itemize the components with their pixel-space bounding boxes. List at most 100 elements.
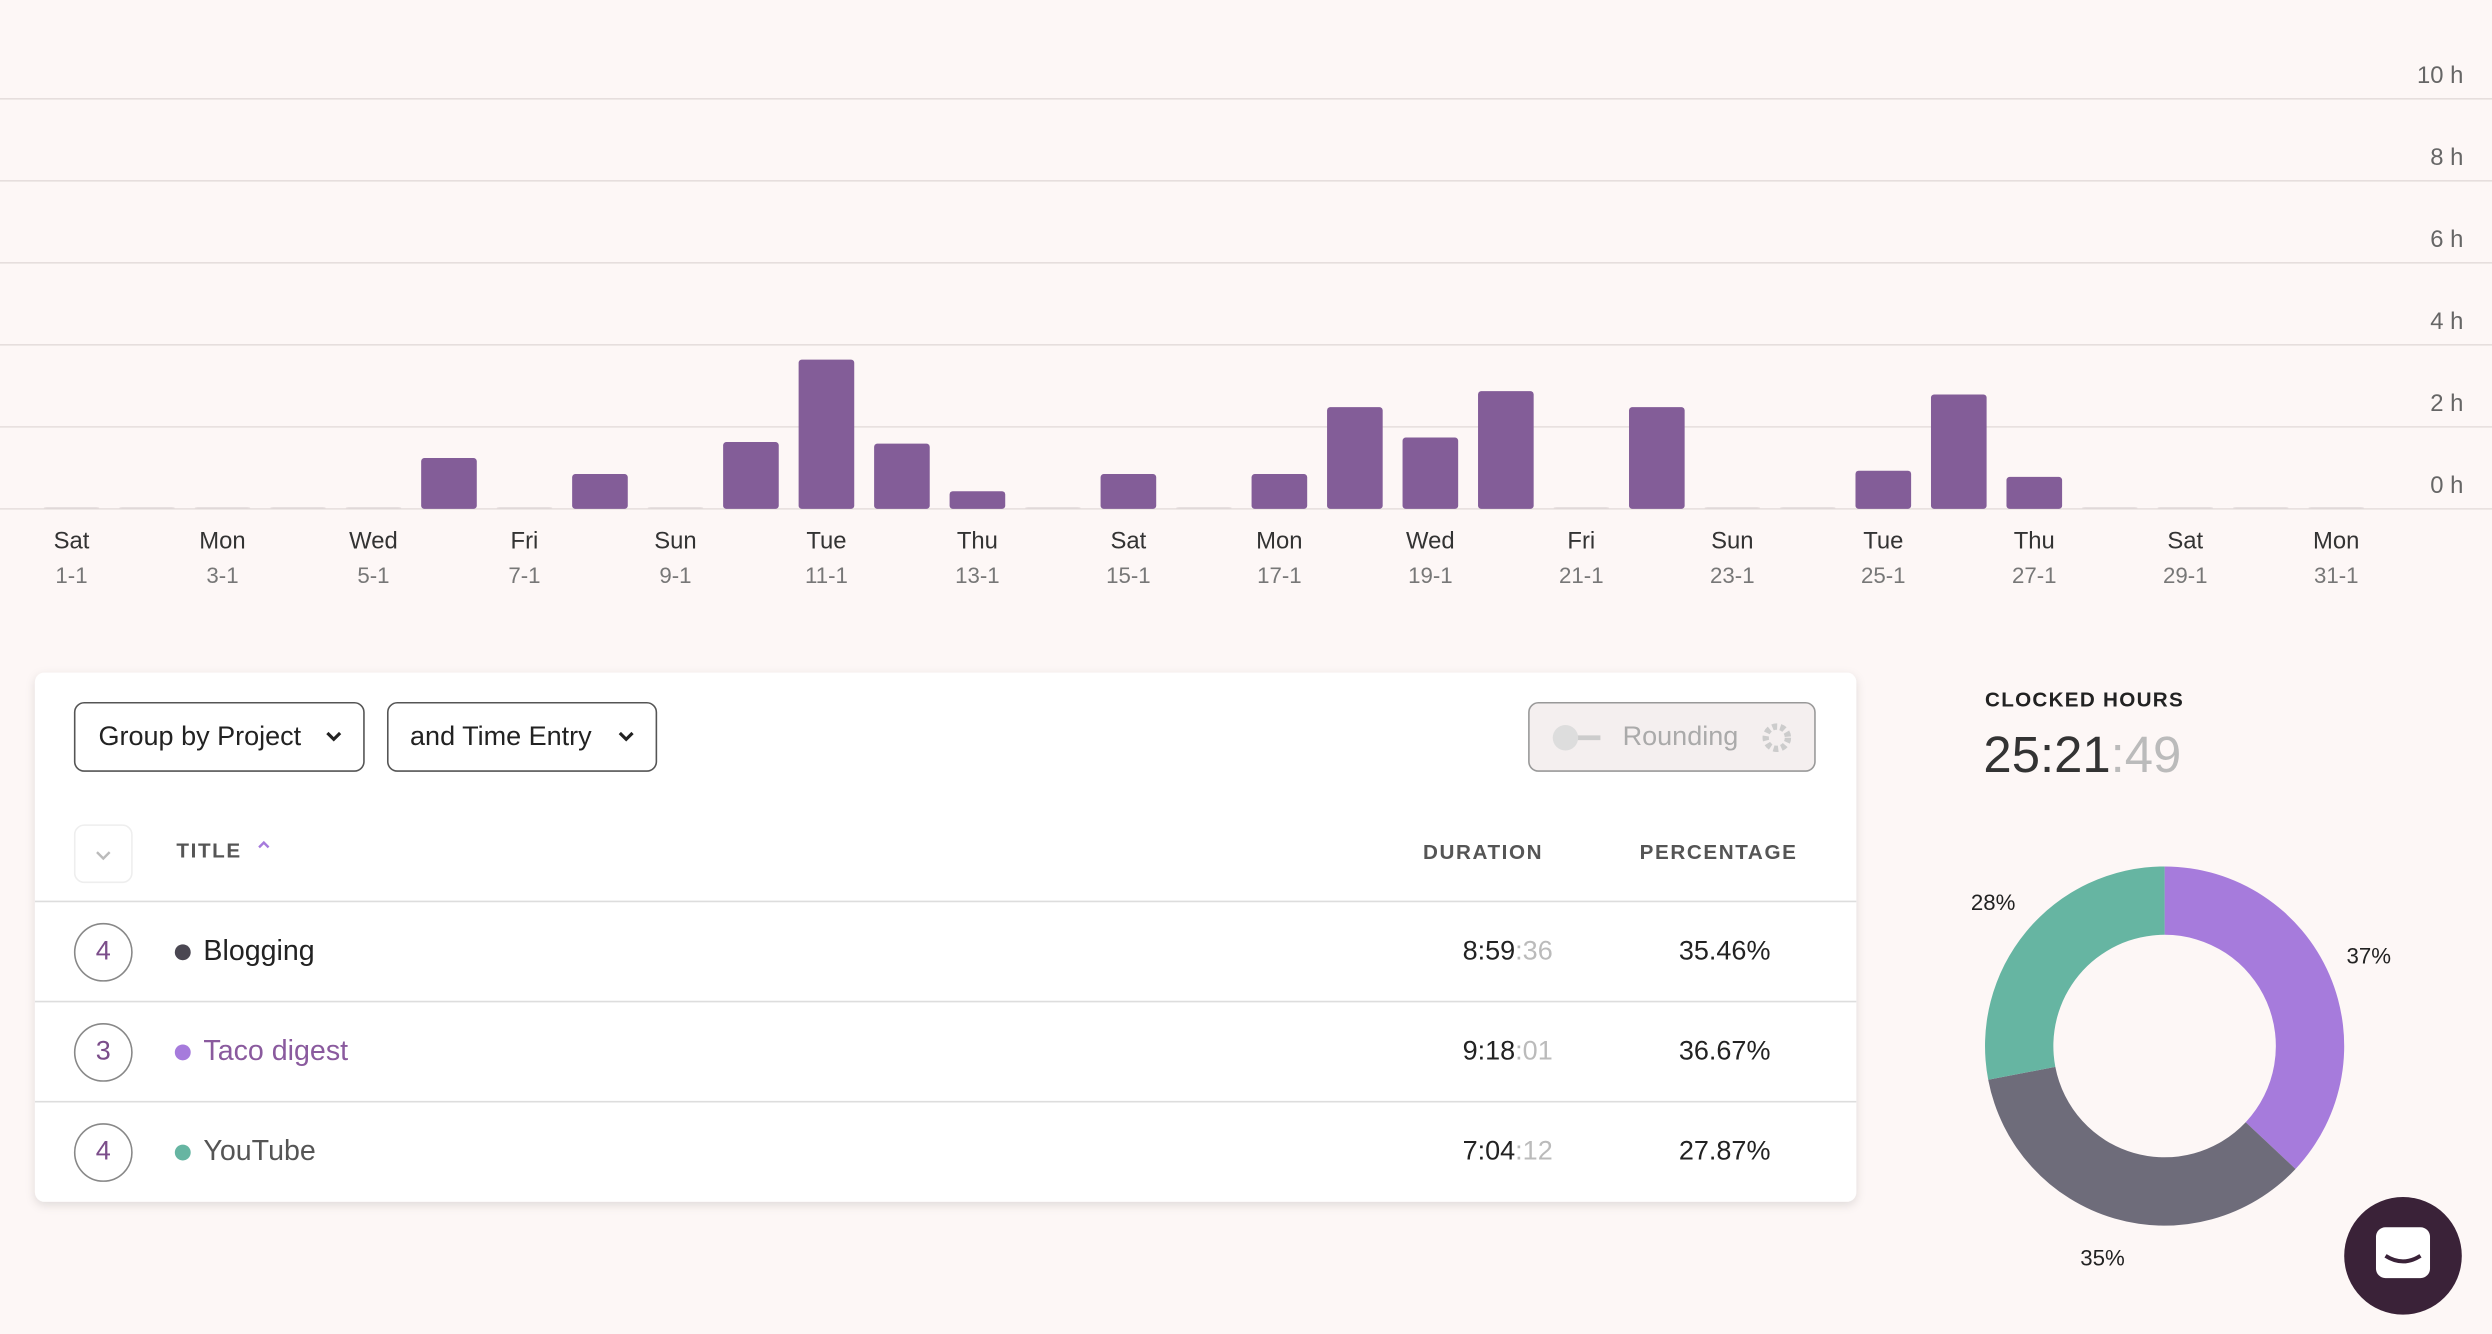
donut-chart: 37% 35% 28% <box>1971 866 2391 1271</box>
row-count: 3 <box>96 1036 111 1066</box>
x-tick-date: 27-1 <box>2012 563 2057 588</box>
donut-label: 28% <box>1971 890 2016 915</box>
x-tick-date: 1-1 <box>55 563 87 588</box>
x-tick-label: Tue <box>806 528 846 555</box>
x-tick-date: 11-1 <box>805 563 848 588</box>
x-tick-label: Sat <box>54 528 90 555</box>
chevron <box>96 851 111 861</box>
column-header[interactable]: DURATION <box>1423 841 1543 864</box>
y-tick-label: 8 h <box>2430 144 2463 171</box>
donut-segment <box>1985 866 2165 1080</box>
x-tick-label: Mon <box>199 528 245 555</box>
bar <box>421 458 477 509</box>
x-tick-label: Tue <box>1863 528 1903 555</box>
bar <box>1100 474 1157 509</box>
y-tick-label: 2 h <box>2430 390 2463 417</box>
x-tick-date: 5-1 <box>357 563 389 588</box>
chat-icon <box>2375 1227 2431 1279</box>
x-tick-date: 7-1 <box>508 563 540 588</box>
bar <box>1629 407 1685 509</box>
x-tick-date: 9-1 <box>659 563 691 588</box>
y-tick-label: 6 h <box>2430 226 2463 253</box>
row-duration: 8:59 <box>1463 935 1516 965</box>
x-tick-label: Thu <box>2014 528 2055 555</box>
row-duration: 9:18 <box>1463 1036 1516 1066</box>
x-tick-date: 23-1 <box>1710 563 1755 588</box>
bar <box>723 442 779 509</box>
bar <box>1780 507 1836 509</box>
bar <box>2308 507 2365 509</box>
donut-segment <box>1988 1066 2296 1226</box>
row-count: 4 <box>96 1136 111 1166</box>
chat-smile <box>2384 1254 2422 1264</box>
bar <box>572 474 628 509</box>
bar <box>1176 507 1232 509</box>
bar <box>270 507 326 509</box>
x-tick-label: Thu <box>957 528 998 555</box>
column-header[interactable]: TITLE <box>176 840 241 863</box>
y-tick-label: 10 h <box>2417 62 2463 89</box>
subgroup-dropdown[interactable] <box>386 701 658 772</box>
bar <box>874 443 930 509</box>
group-label: Group by Project <box>99 721 302 751</box>
table-rows: 4 Blogging:368:59 35.46% 3 Taco digest:019:1… <box>34 922 1857 1182</box>
row-percentage: 35.46% <box>1679 935 1771 965</box>
x-tick-date: 19-1 <box>1408 563 1453 588</box>
row-percentage: 27.87% <box>1679 1136 1771 1166</box>
summary-seconds: :49 <box>2111 726 2182 783</box>
summary-time: 25:21 <box>1983 726 2110 783</box>
summary-label: CLOCKED HOURS <box>1985 689 2184 712</box>
bar <box>43 507 100 509</box>
x-tick-date: 25-1 <box>1861 563 1906 588</box>
x-tick-date: 3-1 <box>206 563 238 588</box>
bar <box>2006 476 2063 509</box>
x-tick-label: Sun <box>654 528 696 555</box>
count-badge <box>73 1123 133 1182</box>
row-percentage: 36.67% <box>1679 1036 1771 1066</box>
bar <box>1478 391 1534 509</box>
row-title: YouTube <box>203 1135 315 1167</box>
row-seconds: :01 <box>1515 1036 1553 1066</box>
x-tick-label: Sun <box>1711 528 1753 555</box>
x-tick-date: 13-1 <box>955 563 1000 588</box>
bar <box>496 507 553 509</box>
rounding-label: Rounding <box>1623 721 1739 751</box>
report-card <box>34 672 1857 1202</box>
column-header[interactable]: PERCENTAGE <box>1640 841 1798 864</box>
x-tick-date: 15-1 <box>1106 563 1151 588</box>
project-dot <box>174 944 191 961</box>
bar-chart: 0 h 2 h 4 h 6 h 8 h 10 h Sat 1-1 Mon 3-1 Wed 5-1 Fri… <box>0 62 2492 588</box>
bar <box>1553 507 1610 509</box>
switch-knob <box>1552 725 1579 751</box>
bar <box>949 491 1006 509</box>
bar <box>1327 407 1383 509</box>
chevron <box>618 731 634 742</box>
row-duration: 7:04 <box>1463 1136 1516 1166</box>
bar <box>2081 507 2138 509</box>
select-all[interactable] <box>73 824 133 884</box>
x-tick-label: Wed <box>1406 528 1455 555</box>
donut-label: 35% <box>2080 1246 2125 1271</box>
x-tick-label: Fri <box>511 528 539 555</box>
x-tick-date: 31-1 <box>2314 563 2359 588</box>
bar <box>1025 507 1081 509</box>
y-tick-label: 0 h <box>2430 472 2463 499</box>
count-badge <box>73 1023 133 1082</box>
group-dropdown[interactable] <box>73 701 365 772</box>
x-tick-label: Fri <box>1567 528 1595 555</box>
count-badge <box>73 922 133 982</box>
bar <box>798 359 855 509</box>
bar <box>2232 507 2289 509</box>
rounding-toggle[interactable] <box>1528 701 1816 772</box>
x-tick-label: Wed <box>349 528 398 555</box>
row-seconds: :36 <box>1515 935 1553 965</box>
settings-icon[interactable] <box>1762 723 1792 753</box>
x-tick-label: Mon <box>1256 528 1302 555</box>
bar <box>1855 470 1912 509</box>
bar <box>1930 394 1987 509</box>
bar <box>1402 437 1459 509</box>
x-tick-label: Mon <box>2313 528 2359 555</box>
x-tick-date: 29-1 <box>2163 563 2208 588</box>
